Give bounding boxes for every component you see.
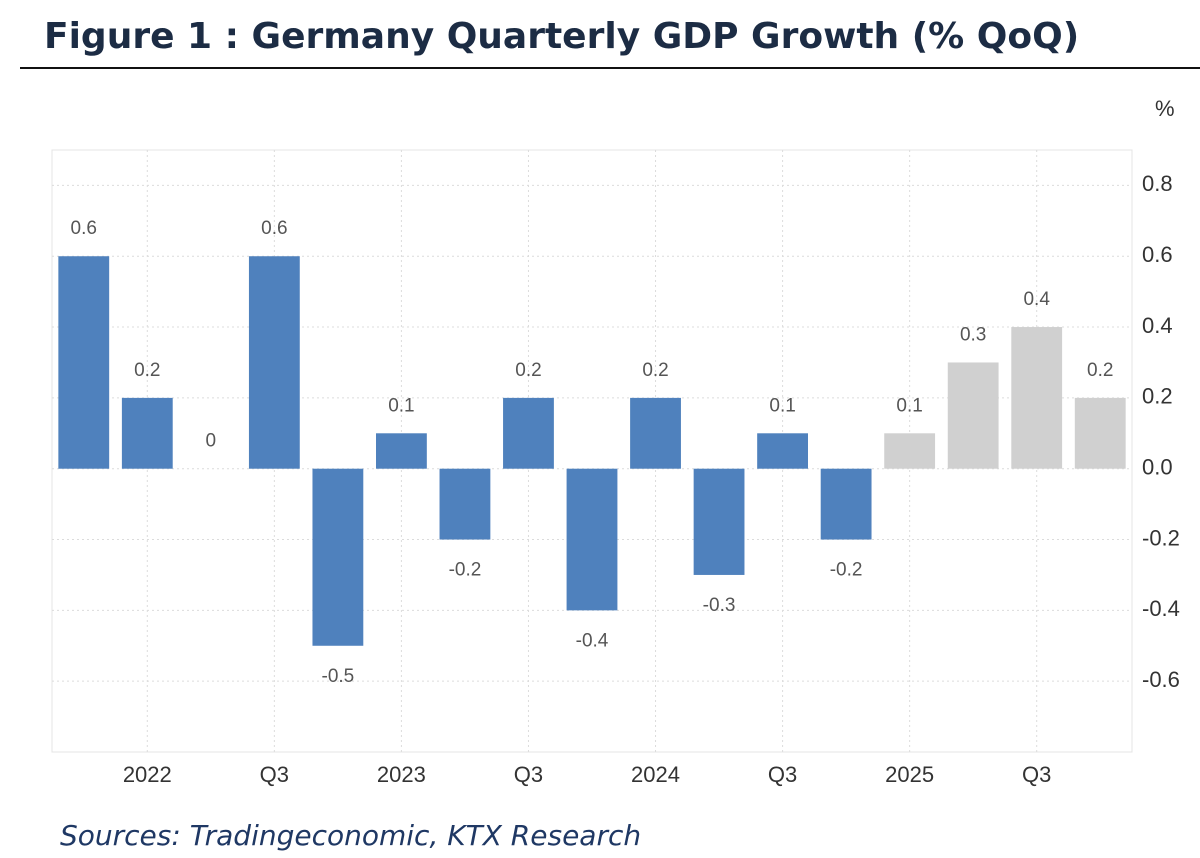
value-label: 0.1	[769, 395, 795, 416]
value-label: 0.1	[896, 395, 922, 416]
value-label: 0.2	[642, 360, 668, 381]
y-tick-label: 0.8	[1142, 171, 1173, 196]
y-tick-label: -0.4	[1142, 596, 1180, 621]
y-tick-label: 0.0	[1142, 455, 1173, 480]
value-label: 0.6	[71, 218, 97, 239]
bar	[376, 433, 427, 469]
x-tick-label: 2025	[885, 762, 934, 787]
y-tick-label: 0.4	[1142, 313, 1173, 338]
plot-area	[51, 149, 1133, 753]
value-label: -0.2	[449, 560, 482, 581]
bar	[248, 256, 300, 469]
bar	[566, 468, 618, 611]
y-unit: %	[1155, 96, 1175, 121]
value-label: 0.1	[388, 395, 414, 416]
value-label: 0	[206, 431, 217, 452]
bar	[884, 433, 936, 469]
bar	[312, 468, 364, 646]
bar	[503, 397, 554, 469]
value-label: -0.3	[703, 595, 736, 616]
bar	[820, 468, 872, 540]
value-label: -0.4	[576, 630, 609, 651]
value-label: 0.2	[1087, 360, 1113, 381]
x-tick-label: Q3	[514, 762, 543, 787]
value-label: 0.6	[261, 218, 287, 239]
y-tick-label: -0.6	[1142, 667, 1180, 692]
bar	[947, 362, 999, 469]
bar	[439, 468, 491, 540]
y-tick-label: 0.2	[1142, 384, 1173, 409]
x-tick-label: 2022	[123, 762, 172, 787]
x-tick-label: 2024	[631, 762, 680, 787]
value-label: -0.2	[830, 560, 863, 581]
value-label: -0.5	[322, 666, 355, 687]
bar	[1074, 397, 1126, 469]
value-label: 0.2	[515, 360, 541, 381]
x-tick-label: Q3	[1022, 762, 1051, 787]
source: Sources: Tradingeconomic, KTX Research	[60, 819, 641, 852]
x-tick-label: Q3	[768, 762, 797, 787]
bar	[693, 468, 745, 575]
bar	[630, 397, 681, 469]
y-tick-label: -0.2	[1142, 525, 1180, 550]
y-tick-label: 0.6	[1142, 242, 1173, 267]
bar	[121, 397, 173, 469]
value-label: 0.2	[134, 360, 160, 381]
chart-title: Figure 1 : Germany Quarterly GDP Growth …	[44, 16, 1079, 57]
bar	[58, 256, 110, 469]
value-label: 0.3	[960, 324, 986, 345]
bar	[757, 433, 808, 469]
x-tick-label: Q3	[260, 762, 289, 787]
bar	[1011, 327, 1063, 469]
value-label: 0.4	[1023, 289, 1050, 310]
x-tick-label: 2023	[377, 762, 426, 787]
